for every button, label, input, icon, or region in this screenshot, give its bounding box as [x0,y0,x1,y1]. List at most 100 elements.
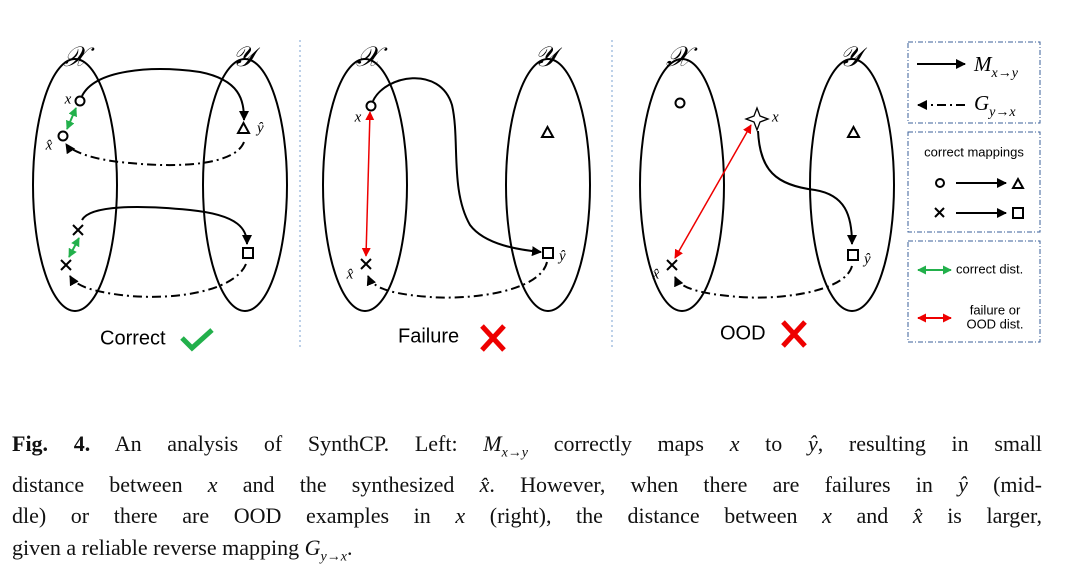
caption-text: . [346,534,353,560]
caption-text: distance between [12,471,208,497]
legend-forward: Mx→y [973,52,1019,81]
cross-mark [781,320,807,348]
arrow [81,206,252,245]
domain-y [809,58,895,312]
point [57,130,69,142]
legend: Mx→y Gy→x correct mappings correct dist.… [907,41,1041,343]
legend-reverse: Gy→x [974,91,1016,120]
math: G [304,534,321,560]
caption-line: distance between x and the synthesized x… [12,469,1042,501]
point-label: ŷ [557,248,566,264]
legend-square [1012,207,1024,219]
caption-text: correctly maps [528,431,730,456]
point-label: x [354,109,362,125]
panel-failure: 𝒳 𝒴 x x̂ ŷ Failure [322,40,591,352]
arrow [757,130,857,245]
math: x [822,503,832,529]
math: x [729,431,740,456]
arrow [674,265,853,299]
caption-text: is larger, [922,503,1042,529]
arrow [65,141,245,167]
legend-box [907,131,1041,233]
panel-label: Correct [100,327,166,349]
math-subscript: x→y [501,445,529,461]
domain-x-label: 𝒳 [356,40,388,73]
legend-label: correct dist. [956,261,1023,276]
legend-label: failure or [970,302,1021,317]
point-label: ŷ [862,251,871,267]
point-label: x [64,91,72,107]
arrow [366,261,548,299]
square [847,249,859,261]
cross [360,258,372,270]
legend-box [907,240,1041,343]
domain-y-label: 𝒴 [534,40,563,73]
legend-triangle [1011,176,1025,189]
legend-label: correct mappings [924,144,1024,159]
caption-line: Fig. 4. An analysis of SynthCP. Left: Mx… [12,428,1042,469]
caption-text: to [739,431,808,456]
caption-line: dle) or there are OOD examples in x (rig… [12,500,1042,532]
arrow [69,263,247,298]
caption-text: dle) or there are OOD examples in [12,503,456,529]
caption-text: , resulting in small [817,431,1043,456]
cross-mark [480,324,506,352]
triangle [236,120,251,134]
cross [666,259,678,271]
caption-text: and [831,503,913,529]
math: ŷ [958,471,968,497]
caption-text: (right), the distance between [465,503,823,529]
legend-cross [934,207,945,218]
point-label: x̂ [346,266,354,282]
caption: Fig. 4. An analysis of SynthCP. Left: Mx… [12,428,1042,573]
caption-text: given a reliable reverse mapping [12,534,305,560]
figure: 𝒳 𝒴 x x̂ ŷ Correct 𝒳 𝒴 x x̂ ŷ Failure 𝒳 … [32,40,1041,352]
domain-y-label: 𝒴 [232,40,261,73]
domain-x-label: 𝒳 [666,40,698,73]
legend-label: OOD dist. [966,316,1023,331]
math: x̂ [479,471,490,497]
caption-line: given a reliable reverse mapping Gy→x. [12,532,1042,573]
math: x [207,471,218,497]
domain-y [202,58,288,312]
point-label: ŷ [255,120,264,136]
point [365,100,377,112]
star [744,106,770,132]
math: x̂ [912,503,923,529]
domain-y [505,58,591,312]
triangle [540,124,555,138]
domain-x [322,58,408,312]
math: ŷ [807,431,818,456]
square [542,247,554,259]
arrow [81,68,249,121]
point-label: x [771,109,779,125]
triangle [846,124,861,138]
point [674,97,686,109]
panel-correct: 𝒳 𝒴 x x̂ ŷ Correct [32,40,288,352]
distance [361,111,375,257]
caption-text: Fig. 4. [12,431,91,456]
distance [674,124,752,259]
math: x [455,503,466,529]
distance [68,237,80,258]
caption-text: . However, when there are failures in [489,471,959,497]
arrow [372,77,542,257]
math-subscript: y→x [320,549,347,565]
panel-label: Failure [398,325,459,347]
caption-text: An analysis of SynthCP. Left: [90,431,484,456]
point-label: x̂ [45,137,53,153]
point-label: x̂ [652,266,660,282]
caption-text: (mid- [967,471,1042,497]
square [242,247,254,259]
check-mark [180,328,214,352]
math: M [483,431,502,456]
point [74,95,86,107]
legend-circle [935,178,945,188]
domain-y-label: 𝒴 [839,40,868,73]
caption-text: and the synthesized [217,471,480,497]
panel-label: OOD [720,322,766,344]
panel-ood: 𝒳 𝒴 x x̂ ŷ OOD [639,40,895,348]
legend-box [907,41,1041,124]
domain-x [32,58,118,312]
